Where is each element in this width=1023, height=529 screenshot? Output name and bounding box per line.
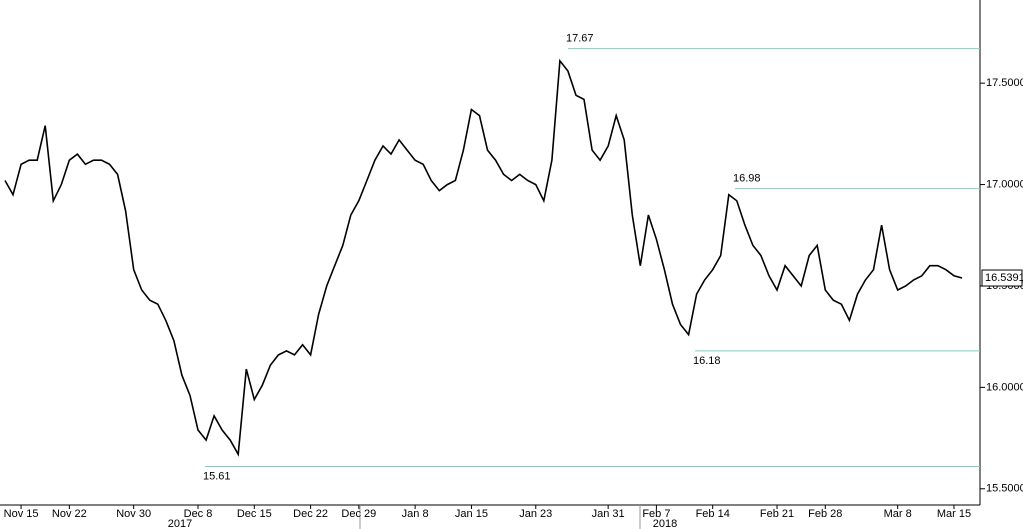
reference-label: 16.18: [693, 355, 721, 367]
x-tick-label: Dec 15: [237, 508, 272, 520]
x-tick-label: Nov 22: [52, 508, 87, 520]
reference-label: 16.98: [733, 173, 761, 185]
x-tick-label: Nov 30: [116, 508, 151, 520]
x-tick-label: Feb 21: [760, 508, 794, 520]
x-tick-label: Feb 28: [808, 508, 842, 520]
price-line: [4, 58, 963, 457]
x-tick-label: Dec 22: [293, 508, 328, 520]
y-tick-label: 17.5000: [986, 77, 1023, 89]
x-tick-label: Mar 15: [937, 508, 971, 520]
x-tick-label: Nov 15: [4, 508, 39, 520]
x-tick-label: Mar 8: [884, 508, 912, 520]
y-tick-label: 17.0000: [986, 178, 1023, 190]
y-tick-label: 15.5000: [986, 483, 1023, 495]
x-tick-label: Jan 23: [519, 508, 552, 520]
x-tick-label: Feb 14: [696, 508, 730, 520]
year-label: 2018: [653, 518, 677, 529]
x-tick-label: Dec 8: [184, 508, 213, 520]
x-tick-label: Jan 31: [592, 508, 625, 520]
x-tick-label: Feb 7: [642, 508, 670, 520]
x-tick-label: Dec 29: [341, 508, 376, 520]
last-value-label: 16.5391: [985, 272, 1023, 284]
year-label: 2017: [168, 518, 192, 529]
x-tick-label: Jan 8: [402, 508, 429, 520]
last-value-box: [981, 269, 1023, 287]
reference-label: 15.61: [203, 470, 231, 482]
y-tick-label: 16.0000: [986, 381, 1023, 393]
reference-label: 17.67: [566, 33, 594, 45]
x-tick-label: Jan 15: [455, 508, 488, 520]
